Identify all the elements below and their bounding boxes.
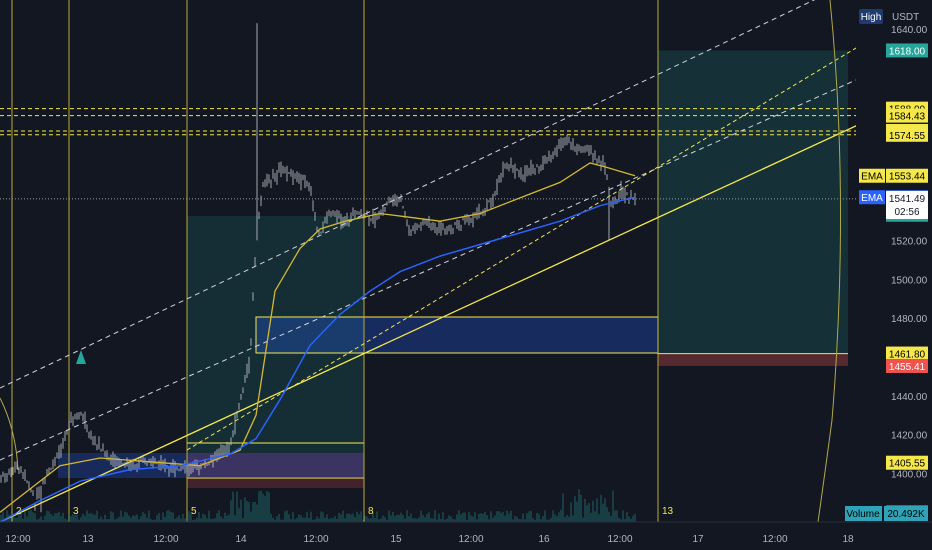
time-tick-label: 15 (390, 534, 402, 545)
price-tag-bg (886, 43, 928, 58)
price-tick-label: 1440.00 (891, 392, 928, 403)
price-tag: 1584.43 (886, 108, 928, 123)
session-marker-label: 8 (368, 506, 374, 517)
price-tag-prefix: EMA (861, 172, 883, 183)
time-tick-label: 12:00 (607, 534, 632, 545)
time-axis[interactable]: 12:00 13 12:00 14 12:00 15 12:00 16 12:00 17 12:00… (5, 534, 854, 545)
price-tag-label: 1553.44 (889, 172, 926, 183)
long-stop-zone (658, 353, 848, 366)
ema-slow-line (0, 196, 636, 522)
channel-middle (0, 79, 856, 461)
time-tick-label: 12:00 (458, 534, 483, 545)
time-tick-label: 13 (82, 534, 94, 545)
price-tag: 1461.80 (886, 346, 928, 361)
session-marker-label: 13 (662, 506, 674, 517)
price-tag: 1574.55 (886, 127, 928, 142)
last-price-tag: 1541.49 02:56 (886, 190, 928, 219)
price-tag-label: 1618.00 (889, 46, 926, 57)
time-tick-label: 17 (692, 534, 704, 545)
volume-value: 20.492K (887, 509, 925, 520)
volume-badge (845, 506, 882, 521)
price-tag: 1405.55 (886, 455, 928, 470)
price-tag-label: 1584.43 (889, 112, 926, 123)
price-tag-prefix-bg (859, 168, 885, 183)
ema-fast-line (0, 162, 636, 513)
signal-triangle-icon (76, 350, 86, 364)
session-marker-label: 3 (73, 506, 79, 517)
arc-curve-right (817, 0, 842, 522)
time-tick-label: 12:00 (762, 534, 787, 545)
demand-zone (256, 317, 658, 353)
price-tick-label: 1420.00 (891, 431, 928, 442)
price-tag-prefix-bg (859, 190, 885, 205)
price-tag-prefix: EMA (861, 193, 883, 204)
price-tick-label: 1480.00 (891, 314, 928, 325)
price-tag-bg (886, 346, 928, 361)
time-tick-label: 18 (842, 534, 854, 545)
session-markers: 2 3 5 8 13 (16, 506, 674, 517)
price-tick-label: 1520.00 (891, 237, 928, 248)
price-tag: 1618.00 (886, 43, 928, 58)
horizontal-levels (0, 108, 856, 136)
volume-label: Volume (846, 509, 880, 520)
time-tick-label: 12:00 (153, 534, 178, 545)
price-tag-label: 1405.55 (889, 459, 926, 470)
time-tick-label: 16 (538, 534, 550, 545)
time-tick-label: 12:00 (303, 534, 328, 545)
price-tick-label: 1400.00 (891, 469, 928, 480)
currency-label: USDT (892, 12, 919, 23)
candles (0, 23, 636, 513)
volume-value-badge (884, 506, 928, 521)
session-marker-label: 2 (16, 506, 22, 517)
last-price-countdown: 02:56 (894, 207, 919, 218)
price-tag-label: 1461.80 (889, 350, 926, 361)
time-tick-label: 14 (235, 534, 247, 545)
price-tag: EMA 1553.44 (859, 168, 928, 183)
high-badge (859, 9, 883, 24)
price-tag-bg (886, 127, 928, 142)
session-marker-label: 5 (191, 506, 197, 517)
price-tag: 1455.41 (886, 358, 928, 373)
price-tick-label: 1500.00 (891, 275, 928, 286)
high-badge-label: High (861, 12, 882, 23)
clipped-price-label: 1640.00 (891, 25, 928, 36)
price-tag-bg (886, 455, 928, 470)
long-target-zone (658, 50, 848, 354)
price-tag-label: 1455.41 (889, 362, 926, 373)
last-price-bg (886, 190, 928, 219)
price-tag-bg (886, 108, 928, 123)
ema-lines (0, 162, 636, 522)
early-target-zone (187, 216, 364, 453)
time-tick-label: 12:00 (5, 534, 30, 545)
channel-fan (186, 47, 856, 451)
channel-lower (0, 125, 856, 522)
trend-channels (0, 0, 856, 522)
plot-area (0, 0, 856, 522)
price-tag-bg (886, 358, 928, 373)
arc-curve-left (0, 397, 19, 471)
price-tag-bg (886, 168, 928, 183)
price-tag-label: 1574.55 (889, 131, 926, 142)
last-price-value: 1541.49 (889, 194, 926, 205)
position-zones (58, 50, 848, 488)
